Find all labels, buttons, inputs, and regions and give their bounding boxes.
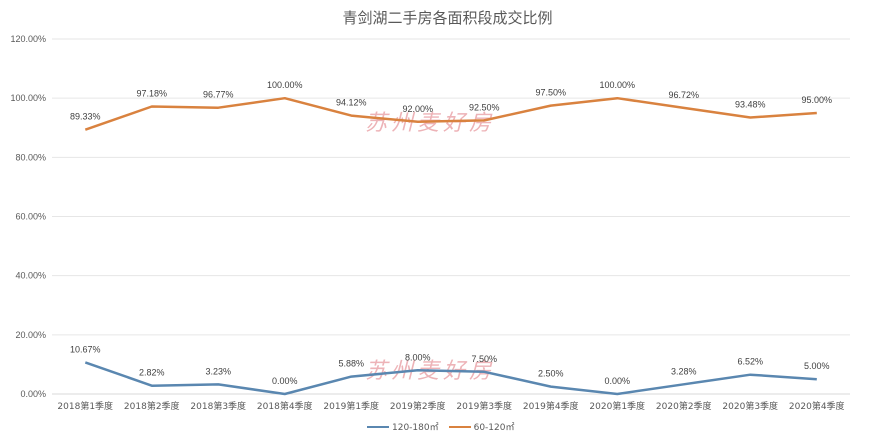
data-label: 0.00% [272,376,298,386]
data-label: 5.00% [804,361,830,371]
data-label: 94.12% [336,98,367,108]
legend-item-120-180[interactable]: 120-180㎡ [367,420,439,433]
data-label: 10.67% [70,344,101,354]
legend-swatch-orange [448,425,471,428]
x-tick-label: 2019第4季度 [523,400,579,412]
data-label: 97.50% [535,88,566,98]
x-tick-label: 2018第3季度 [190,400,246,412]
data-label: 95.00% [801,95,832,105]
x-tick-label: 2018第2季度 [124,400,180,412]
x-tick-label: 2019第2季度 [390,400,446,412]
legend: 120-180㎡ 60-120㎡ [367,420,525,433]
legend-label: 60-120㎡ [473,423,515,433]
data-label: 3.23% [205,366,231,376]
y-tick-label: 40.00% [15,271,46,281]
data-label: 6.52% [737,357,763,367]
x-tick-label: 2018第1季度 [57,400,113,412]
data-label: 2.82% [139,368,165,378]
data-label: 8.00% [405,352,431,362]
x-tick-label: 2019第3季度 [456,400,512,412]
data-label: 100.00% [267,80,303,90]
x-tick-label: 2019第1季度 [323,400,379,412]
watermark-text: 苏州麦好房 [365,111,495,136]
y-tick-label: 20.00% [15,330,46,340]
data-label: 92.50% [469,102,500,112]
data-label: 100.00% [599,80,635,90]
data-label: 5.88% [338,359,364,369]
data-label: 92.00% [402,104,433,114]
data-label: 3.28% [671,366,697,376]
x-tick-label: 2018第4季度 [257,400,313,412]
data-label: 97.18% [136,89,167,99]
legend-item-60-120[interactable]: 60-120㎡ [448,420,515,433]
data-label: 96.72% [668,90,699,100]
data-label: 7.50% [471,354,497,364]
data-label: 89.33% [70,112,101,122]
x-tick-label: 2020第2季度 [656,400,712,412]
y-tick-label: 60.00% [15,212,46,222]
y-tick-label: 120.00% [10,34,46,44]
data-label: 93.48% [735,99,766,109]
x-tick-label: 2020第1季度 [589,400,645,412]
y-tick-label: 100.00% [10,93,46,103]
chart-title: 青剑湖二手房各面积段成交比例 [342,9,553,27]
data-label: 96.77% [203,90,234,100]
series-line[interactable] [84,96,817,131]
series-line[interactable] [84,361,817,396]
legend-label: 120-180㎡ [392,423,439,433]
y-tick-label: 80.00% [15,152,46,162]
y-tick-label: 0.00% [20,389,46,399]
data-label: 2.50% [538,369,564,379]
data-label: 0.00% [604,376,630,386]
legend-swatch-blue [367,425,389,428]
x-tick-label: 2020第4季度 [789,400,845,412]
x-tick-label: 2020第3季度 [722,400,778,412]
